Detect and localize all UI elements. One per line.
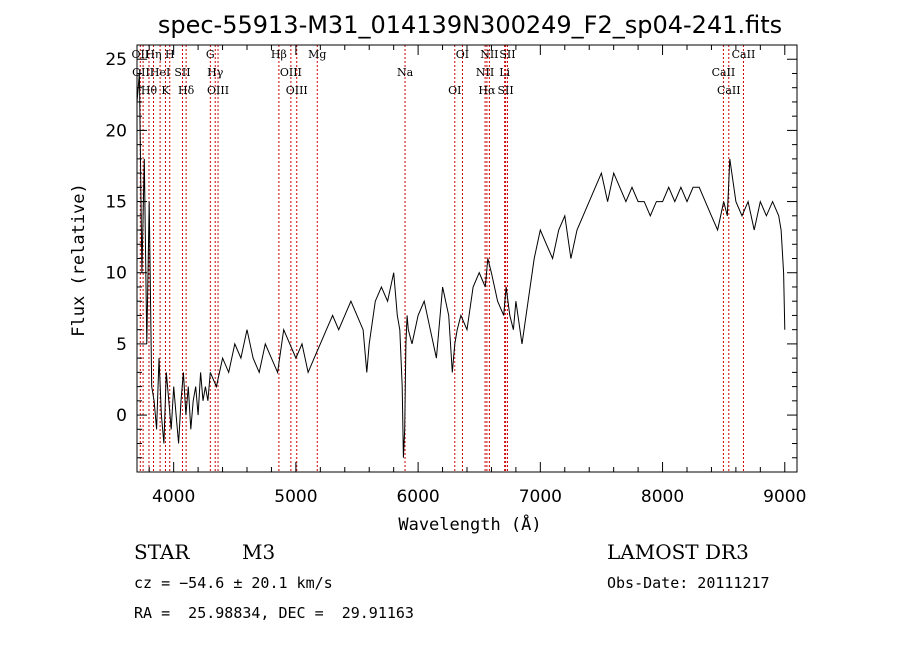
redshift-label: cz = −54.6 ± 20.1 km/s	[134, 574, 333, 592]
line-marker-label: HeI	[150, 66, 170, 79]
x-axis-ticks: 4000 5000 6000 7000 8000 9000	[148, 45, 806, 507]
chart-title: spec-55913-M31_014139N300249_F2_sp04-241…	[158, 11, 782, 39]
line-marker-label: CaII	[712, 66, 736, 79]
line-marker-label: Hδ	[178, 84, 195, 97]
line-marker-label: OIII	[207, 84, 229, 97]
y-axis-label: Flux (relative)	[69, 183, 89, 337]
line-marker-label: G	[206, 48, 215, 61]
line-marker-label: H	[165, 48, 175, 61]
line-marker-label: OIII	[280, 66, 302, 79]
emission-line-markers	[139, 45, 744, 472]
y-tick-label: 20	[105, 121, 127, 141]
y-tick-label: 15	[105, 193, 127, 213]
y-tick-label: 10	[105, 264, 127, 284]
class-label: STAR	[134, 540, 190, 564]
x-axis-label: Wavelength (Å)	[398, 513, 541, 535]
subclass-label: M3	[242, 540, 276, 564]
line-marker-label: NII	[476, 66, 494, 79]
line-marker-label: SII	[498, 84, 514, 97]
line-marker-label: K	[161, 84, 170, 97]
survey-label: LAMOST DR3	[607, 540, 749, 564]
line-marker-label: OI	[448, 84, 461, 97]
plot-frame	[136, 44, 798, 473]
line-marker-label: Hβ	[271, 48, 287, 61]
line-marker-label: CaII	[732, 48, 756, 61]
x-tick-label: 9000	[763, 487, 806, 507]
x-tick-label: 6000	[396, 487, 439, 507]
line-marker-label: Mg	[308, 48, 326, 61]
y-axis-ticks: 0 5 10 15 20 25	[105, 44, 797, 473]
spectrum-line	[136, 73, 786, 458]
line-marker-label: OIII	[286, 84, 308, 97]
line-marker-label: Na	[397, 66, 414, 79]
y-tick-label: 0	[116, 406, 127, 426]
line-marker-label: NII	[480, 48, 498, 61]
line-marker-label: Hη	[145, 48, 161, 61]
line-marker-label: OIII	[132, 66, 154, 79]
line-marker-label: SII	[499, 48, 515, 61]
x-tick-label: 5000	[274, 487, 317, 507]
y-tick-label: 25	[105, 50, 127, 70]
line-marker-label: OII	[131, 48, 149, 61]
x-tick-label: 8000	[641, 487, 684, 507]
line-marker-label: Hθ	[141, 84, 158, 97]
obs-date-label: Obs-Date: 20111217	[607, 574, 770, 592]
line-marker-label: OI	[456, 48, 469, 61]
emission-line-labels: OII OIII Hθ Hη HeI K H SII Hδ G Hγ OIII Hβ OIII OIII Mg…	[131, 48, 755, 97]
line-marker-label: Hα	[478, 84, 496, 97]
x-tick-label: 4000	[152, 487, 195, 507]
coordinates-label: RA = 25.98834, DEC = 29.91163	[134, 604, 414, 622]
x-tick-label: 7000	[519, 487, 562, 507]
line-marker-label: CaII	[717, 84, 741, 97]
line-marker-label: Hγ	[207, 66, 224, 79]
line-marker-label: Li	[499, 66, 510, 79]
line-marker-label: SII	[174, 66, 190, 79]
y-tick-label: 5	[116, 335, 127, 355]
